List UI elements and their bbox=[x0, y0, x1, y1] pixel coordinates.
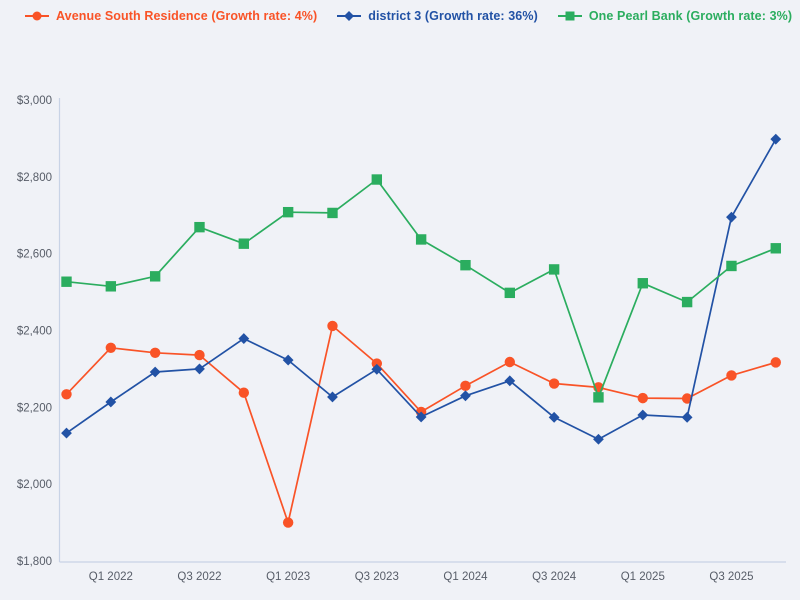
y-tick-label: $2,400 bbox=[17, 326, 52, 338]
circle-marker-icon bbox=[25, 11, 49, 21]
y-tick-label: $2,800 bbox=[17, 172, 52, 184]
legend-item-one-pearl-bank[interactable]: One Pearl Bank (Growth rate: 3%) bbox=[557, 9, 792, 23]
x-tick-label: Q3 2023 bbox=[355, 571, 399, 583]
data-point[interactable] bbox=[726, 211, 737, 223]
data-point[interactable] bbox=[194, 221, 205, 233]
y-tick-label: $1,800 bbox=[17, 556, 52, 568]
legend-label: One Pearl Bank (Growth rate: 3%) bbox=[588, 9, 793, 23]
series-district-3 bbox=[61, 133, 782, 445]
data-point[interactable] bbox=[149, 366, 161, 378]
one-pearl-bank-line bbox=[66, 178, 777, 399]
data-point[interactable] bbox=[415, 234, 427, 245]
data-point[interactable] bbox=[593, 392, 604, 403]
data-point[interactable] bbox=[61, 427, 72, 439]
y-tick-label: $2,200 bbox=[17, 402, 52, 414]
data-point[interactable] bbox=[282, 354, 294, 366]
x-tick-label: Q1 2022 bbox=[89, 571, 133, 583]
data-point[interactable] bbox=[194, 349, 205, 361]
series-avenue-south-residence bbox=[61, 320, 781, 528]
data-point[interactable] bbox=[548, 264, 560, 275]
chart-legend: Avenue South Residence (Growth rate: 4%)… bbox=[24, 9, 792, 23]
data-point[interactable] bbox=[460, 259, 471, 271]
x-tick-label: Q1 2024 bbox=[443, 571, 488, 583]
data-point[interactable] bbox=[105, 281, 117, 292]
data-point[interactable] bbox=[238, 387, 250, 398]
data-point[interactable] bbox=[504, 375, 516, 387]
x-tick-label: Q3 2024 bbox=[532, 571, 577, 583]
data-point[interactable] bbox=[637, 278, 648, 289]
legend-item-district-3[interactable]: district 3 (Growth rate: 36%) bbox=[336, 9, 538, 23]
x-tick-label: Q1 2025 bbox=[621, 571, 665, 583]
x-tick-label: Q3 2025 bbox=[709, 571, 753, 583]
data-point[interactable] bbox=[371, 174, 383, 185]
y-tick-label: $2,600 bbox=[17, 249, 52, 261]
data-point[interactable] bbox=[371, 358, 383, 369]
y-tick-label: $3,000 bbox=[17, 95, 52, 107]
data-point[interactable] bbox=[194, 363, 205, 375]
data-point[interactable] bbox=[149, 347, 161, 358]
data-point[interactable] bbox=[238, 238, 250, 249]
data-point[interactable] bbox=[327, 391, 338, 403]
data-point[interactable] bbox=[726, 260, 737, 272]
data-point[interactable] bbox=[460, 390, 471, 402]
data-point[interactable] bbox=[282, 206, 294, 218]
district-3-line bbox=[66, 138, 777, 441]
data-point[interactable] bbox=[371, 363, 383, 375]
data-point[interactable] bbox=[593, 433, 604, 445]
data-point[interactable] bbox=[105, 396, 117, 408]
data-point[interactable] bbox=[637, 392, 648, 404]
data-point[interactable] bbox=[149, 271, 161, 282]
y-tick-label: $2,000 bbox=[17, 479, 52, 491]
square-marker-icon bbox=[557, 11, 582, 21]
data-point[interactable] bbox=[415, 411, 427, 423]
data-point[interactable] bbox=[681, 393, 693, 404]
diamond-marker-icon bbox=[337, 11, 362, 21]
legend-item-avenue-south-residence[interactable]: Avenue South Residence (Growth rate: 4%) bbox=[24, 9, 317, 23]
data-point[interactable] bbox=[770, 133, 782, 145]
data-point[interactable] bbox=[548, 411, 560, 423]
x-tick-label: Q1 2023 bbox=[266, 571, 310, 583]
data-point[interactable] bbox=[770, 357, 781, 368]
data-point[interactable] bbox=[548, 378, 560, 389]
data-point[interactable] bbox=[504, 356, 515, 368]
data-point[interactable] bbox=[726, 370, 737, 381]
legend-label: district 3 (Growth rate: 36%) bbox=[368, 9, 538, 23]
data-point[interactable] bbox=[504, 287, 515, 299]
data-point[interactable] bbox=[61, 389, 72, 400]
data-point[interactable] bbox=[282, 517, 294, 528]
data-point[interactable] bbox=[61, 276, 72, 287]
data-point[interactable] bbox=[238, 333, 250, 344]
series-one-pearl-bank bbox=[61, 174, 781, 403]
data-point[interactable] bbox=[770, 243, 781, 254]
data-point[interactable] bbox=[637, 409, 649, 421]
x-tick-label: Q3 2022 bbox=[177, 571, 221, 583]
data-point[interactable] bbox=[681, 411, 693, 423]
legend-label: Avenue South Residence (Growth rate: 4%) bbox=[56, 9, 318, 23]
data-point[interactable] bbox=[105, 342, 117, 353]
data-point[interactable] bbox=[327, 320, 338, 332]
avenue-south-residence-line bbox=[65, 325, 777, 524]
data-point[interactable] bbox=[327, 207, 338, 219]
data-point[interactable] bbox=[681, 296, 693, 308]
data-point[interactable] bbox=[460, 380, 471, 392]
